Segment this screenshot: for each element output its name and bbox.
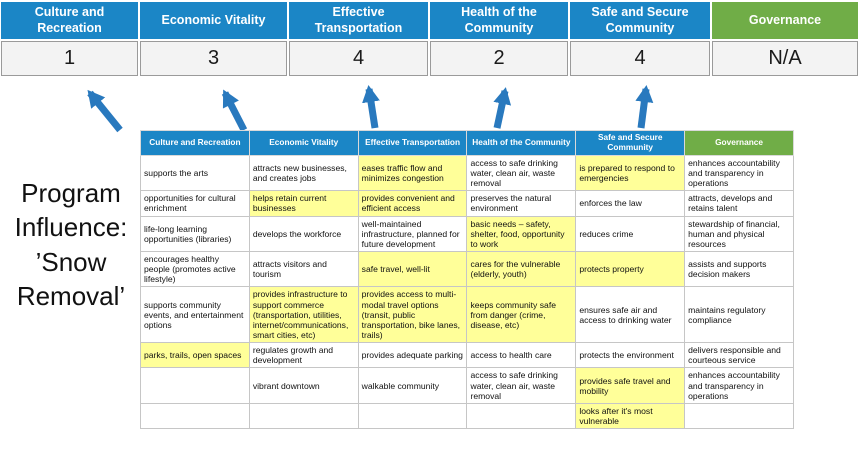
pillar-header-0: Culture and Recreation bbox=[1, 2, 138, 39]
matrix-cell: looks after it's most vulnerable bbox=[575, 402, 686, 430]
matrix-header: Governance bbox=[684, 130, 794, 156]
matrix-row: looks after it's most vulnerable bbox=[140, 402, 794, 430]
matrix-header-row: Culture and Recreation Economic Vitality E… bbox=[140, 130, 794, 156]
matrix-cell: access to safe drinking water, clean air… bbox=[466, 154, 577, 192]
program-title: Program Influence: ’Snow Removal’ bbox=[14, 178, 128, 311]
pillar-score-3: 2 bbox=[430, 41, 568, 76]
matrix-cell: vibrant downtown bbox=[248, 367, 359, 404]
matrix-cell: develops the workforce bbox=[248, 215, 359, 253]
matrix-header: Culture and Recreation bbox=[140, 130, 250, 156]
matrix-cell: keeps community safe from danger (crime,… bbox=[466, 286, 577, 344]
matrix-cell: provides safe travel and mobility bbox=[575, 367, 686, 404]
matrix-cell: supports the arts bbox=[140, 154, 250, 192]
matrix-cell: provides access to multi-modal travel op… bbox=[357, 286, 468, 344]
matrix-cell: parks, trails, open spaces bbox=[140, 342, 250, 369]
arrow-icon bbox=[635, 85, 654, 129]
matrix-cell: regulates growth and development bbox=[248, 342, 359, 369]
arrow-icon bbox=[362, 85, 380, 129]
matrix-body: supports the arts attracts new businesses… bbox=[140, 154, 794, 430]
matrix-row: life-long learning opportunities (librar… bbox=[140, 215, 794, 253]
matrix-cell: basic needs – safety, shelter, food, opp… bbox=[466, 215, 577, 253]
matrix-cell: provides infrastructure to support comme… bbox=[248, 286, 359, 344]
matrix-cell: cares for the vulnerable (elderly, youth… bbox=[466, 251, 577, 288]
pillar-score-1: 3 bbox=[140, 41, 287, 76]
matrix-header: Health of the Community bbox=[466, 130, 577, 156]
matrix-header: Safe and Secure Community bbox=[575, 130, 686, 156]
matrix-cell: ensures safe air and access to drinking … bbox=[575, 286, 686, 344]
pillar-score-5: N/A bbox=[712, 41, 858, 76]
matrix-cell: reduces crime bbox=[575, 215, 686, 253]
matrix-cell: enhances accountability and transparency… bbox=[684, 154, 794, 192]
matrix-cell: attracts visitors and tourism bbox=[248, 251, 359, 288]
pillar-scoreboard: Culture and Recreation Economic Vitality E… bbox=[0, 0, 859, 76]
matrix-row: opportunities for cultural enrichment hel… bbox=[140, 190, 794, 217]
matrix-cell: attracts, develops and retains talent bbox=[684, 190, 794, 217]
arrow-icon bbox=[87, 89, 123, 133]
matrix-cell: opportunities for cultural enrichment bbox=[140, 190, 250, 217]
matrix-row: supports community events, and entertain… bbox=[140, 286, 794, 344]
matrix-cell: delivers responsible and courteous servi… bbox=[684, 342, 794, 369]
matrix-cell: stewardship of financial, human and phys… bbox=[684, 215, 794, 253]
influence-matrix: Culture and Recreation Economic Vitality E… bbox=[140, 130, 794, 430]
matrix-cell bbox=[140, 402, 250, 430]
matrix-cell: provides convenient and efficient access bbox=[357, 190, 468, 217]
matrix-cell: access to health care bbox=[466, 342, 577, 369]
pillar-header-2: Effective Transportation bbox=[289, 2, 428, 39]
arrow-icon bbox=[221, 89, 248, 132]
pillar-header-4: Safe and Secure Community bbox=[570, 2, 710, 39]
matrix-header: Effective Transportation bbox=[357, 130, 468, 156]
pillar-header-3: Health of the Community bbox=[430, 2, 568, 39]
matrix-cell: supports community events, and entertain… bbox=[140, 286, 250, 344]
matrix-cell: walkable community bbox=[357, 367, 468, 404]
matrix-cell: access to safe drinking water, clean air… bbox=[466, 367, 577, 404]
matrix-cell: protects property bbox=[575, 251, 686, 288]
matrix-cell: maintains regulatory compliance bbox=[684, 286, 794, 344]
matrix-cell: provides adequate parking bbox=[357, 342, 468, 369]
matrix-row: supports the arts attracts new businesses… bbox=[140, 154, 794, 192]
matrix-cell: well-maintained infrastructure, planned … bbox=[357, 215, 468, 253]
pillar-score-4: 4 bbox=[570, 41, 710, 76]
matrix-cell: preserves the natural environment bbox=[466, 190, 577, 217]
matrix-cell bbox=[140, 367, 250, 404]
matrix-cell: is prepared to respond to emergencies bbox=[575, 154, 686, 192]
matrix-cell: enhances accountability and transparency… bbox=[684, 367, 794, 404]
matrix-cell: safe travel, well-lit bbox=[357, 251, 468, 288]
matrix-row: encourages healthy people (promotes acti… bbox=[140, 251, 794, 288]
matrix-cell bbox=[357, 402, 468, 430]
pillar-header-5: Governance bbox=[712, 2, 858, 39]
pillar-score-0: 1 bbox=[1, 41, 138, 76]
matrix-cell: attracts new businesses, and creates job… bbox=[248, 154, 359, 192]
matrix-cell: helps retain current businesses bbox=[248, 190, 359, 217]
matrix-cell: enforces the law bbox=[575, 190, 686, 217]
pillar-header-1: Economic Vitality bbox=[140, 2, 287, 39]
matrix-cell: protects the environment bbox=[575, 342, 686, 369]
matrix-row: parks, trails, open spaces regulates grow… bbox=[140, 342, 794, 369]
arrow-icon bbox=[493, 87, 512, 129]
matrix-cell: encourages healthy people (promotes acti… bbox=[140, 251, 250, 288]
matrix-cell bbox=[248, 402, 359, 430]
matrix-header: Economic Vitality bbox=[248, 130, 359, 156]
matrix-cell: life-long learning opportunities (librar… bbox=[140, 215, 250, 253]
matrix-cell bbox=[684, 402, 794, 430]
matrix-row: vibrant downtown walkable community access… bbox=[140, 367, 794, 404]
influence-arrows bbox=[87, 85, 654, 133]
matrix-cell: assists and supports decision makers bbox=[684, 251, 794, 288]
pillar-score-2: 4 bbox=[289, 41, 428, 76]
matrix-cell: eases traffic flow and minimizes congest… bbox=[357, 154, 468, 192]
matrix-cell bbox=[466, 402, 577, 430]
